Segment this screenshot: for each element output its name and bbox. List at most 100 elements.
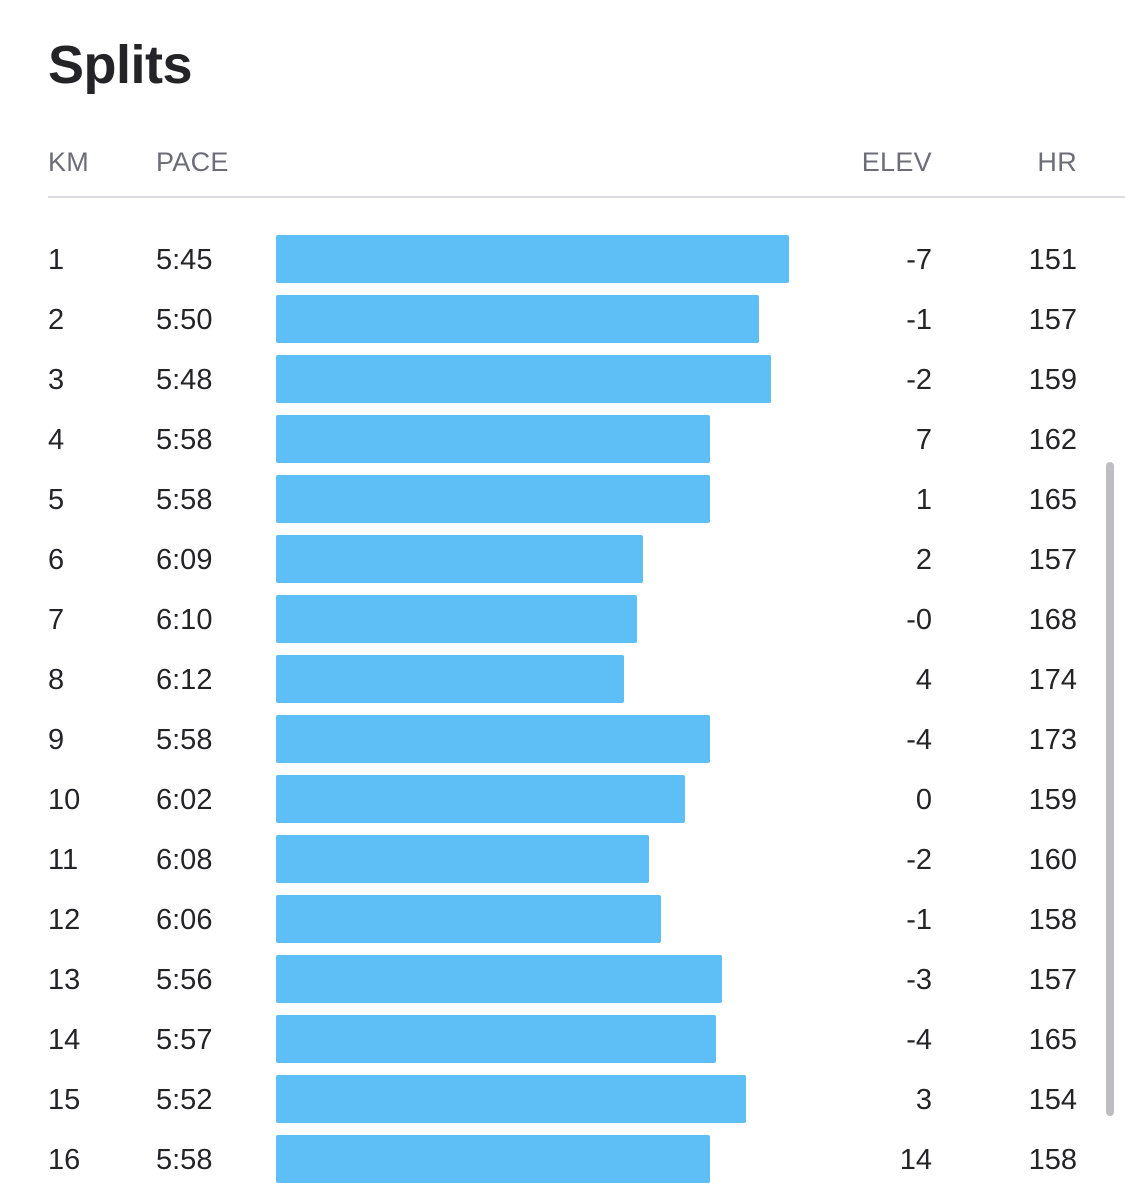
split-row: 9 5:58 -4 173 — [0, 710, 1125, 770]
split-elev: 2 — [915, 544, 932, 576]
split-hr: 173 — [1028, 724, 1077, 756]
split-pace: 5:45 — [156, 244, 213, 276]
splits-table-header: KM PACE ELEV HR — [0, 140, 1125, 184]
pace-bar — [276, 835, 649, 883]
split-km: 8 — [48, 664, 65, 696]
pace-bar — [276, 715, 710, 763]
split-elev: 0 — [915, 784, 932, 816]
split-km: 16 — [48, 1144, 81, 1176]
split-row: 5 5:58 1 165 — [0, 470, 1125, 530]
split-km: 4 — [48, 424, 65, 456]
split-hr: 165 — [1028, 484, 1077, 516]
split-row: 8 6:12 4 174 — [0, 650, 1125, 710]
pace-bar — [276, 355, 771, 403]
split-row: 1 5:45 -7 151 — [0, 230, 1125, 290]
split-elev: -7 — [906, 244, 932, 276]
split-elev: -1 — [906, 904, 932, 936]
column-header-pace: PACE — [156, 147, 229, 177]
column-header-elev: ELEV — [861, 147, 932, 177]
split-hr: 157 — [1028, 544, 1077, 576]
split-km: 12 — [48, 904, 81, 936]
split-hr: 159 — [1028, 784, 1077, 816]
page-title: Splits — [48, 35, 193, 95]
split-row: 10 6:02 0 159 — [0, 770, 1125, 830]
split-row: 2 5:50 -1 157 — [0, 290, 1125, 350]
split-pace: 5:52 — [156, 1084, 213, 1116]
pace-bar — [276, 235, 789, 283]
split-hr: 165 — [1028, 1024, 1077, 1056]
split-row: 13 5:56 -3 157 — [0, 950, 1125, 1010]
pace-bar — [276, 595, 637, 643]
split-hr: 151 — [1028, 244, 1077, 276]
split-row: 16 5:58 14 158 — [0, 1130, 1125, 1183]
split-km: 9 — [48, 724, 65, 756]
split-elev: 1 — [915, 484, 932, 516]
split-hr: 174 — [1028, 664, 1077, 696]
split-elev: -4 — [906, 1024, 932, 1056]
splits-list[interactable]: 1 5:45 -7 151 2 5:50 -1 157 3 5:48 -2 159 4 5:58 7 162 5… — [0, 230, 1125, 1183]
split-pace: 5:58 — [156, 1144, 213, 1176]
split-pace: 5:58 — [156, 484, 213, 516]
pace-bar — [276, 295, 759, 343]
split-hr: 157 — [1028, 304, 1077, 336]
split-elev: -0 — [906, 604, 932, 636]
split-hr: 160 — [1028, 844, 1077, 876]
split-pace: 5:48 — [156, 364, 213, 396]
split-hr: 157 — [1028, 964, 1077, 996]
split-row: 7 6:10 -0 168 — [0, 590, 1125, 650]
split-hr: 158 — [1028, 1144, 1077, 1176]
split-pace: 6:10 — [156, 604, 213, 636]
split-row: 14 5:57 -4 165 — [0, 1010, 1125, 1070]
pace-bar — [276, 655, 624, 703]
split-elev: -1 — [906, 304, 932, 336]
split-km: 6 — [48, 544, 65, 576]
split-elev: -3 — [906, 964, 932, 996]
scrollbar[interactable] — [1106, 462, 1114, 1116]
split-km: 10 — [48, 784, 81, 816]
split-km: 11 — [48, 844, 79, 876]
split-km: 15 — [48, 1084, 81, 1116]
split-hr: 168 — [1028, 604, 1077, 636]
pace-bar — [276, 895, 661, 943]
split-pace: 5:58 — [156, 724, 213, 756]
pace-bar — [276, 415, 710, 463]
split-elev: -2 — [906, 364, 932, 396]
split-hr: 154 — [1028, 1084, 1077, 1116]
split-km: 14 — [48, 1024, 81, 1056]
split-row: 12 6:06 -1 158 — [0, 890, 1125, 950]
split-elev: -4 — [906, 724, 932, 756]
pace-bar — [276, 955, 722, 1003]
pace-bar — [276, 775, 685, 823]
pace-bar — [276, 1015, 716, 1063]
pace-bar — [276, 535, 643, 583]
split-elev: 4 — [915, 664, 932, 696]
split-km: 13 — [48, 964, 81, 996]
header-divider — [48, 196, 1125, 198]
split-pace: 5:58 — [156, 424, 213, 456]
split-km: 5 — [48, 484, 65, 516]
column-header-hr: HR — [1037, 147, 1077, 177]
split-pace: 5:56 — [156, 964, 213, 996]
split-elev: 14 — [899, 1144, 932, 1176]
split-pace: 6:12 — [156, 664, 213, 696]
split-pace: 6:08 — [156, 844, 213, 876]
split-pace: 5:50 — [156, 304, 213, 336]
split-km: 1 — [48, 244, 65, 276]
split-km: 7 — [48, 604, 65, 636]
split-row: 6 6:09 2 157 — [0, 530, 1125, 590]
split-elev: 3 — [915, 1084, 932, 1116]
pace-bar — [276, 1135, 710, 1183]
split-pace: 6:02 — [156, 784, 213, 816]
split-hr: 158 — [1028, 904, 1077, 936]
split-row: 11 6:08 -2 160 — [0, 830, 1125, 890]
split-elev: 7 — [915, 424, 932, 456]
split-km: 3 — [48, 364, 65, 396]
split-hr: 159 — [1028, 364, 1077, 396]
split-row: 15 5:52 3 154 — [0, 1070, 1125, 1130]
split-row: 4 5:58 7 162 — [0, 410, 1125, 470]
split-pace: 5:57 — [156, 1024, 213, 1056]
split-hr: 162 — [1028, 424, 1077, 456]
pace-bar — [276, 475, 710, 523]
pace-bar — [276, 1075, 746, 1123]
